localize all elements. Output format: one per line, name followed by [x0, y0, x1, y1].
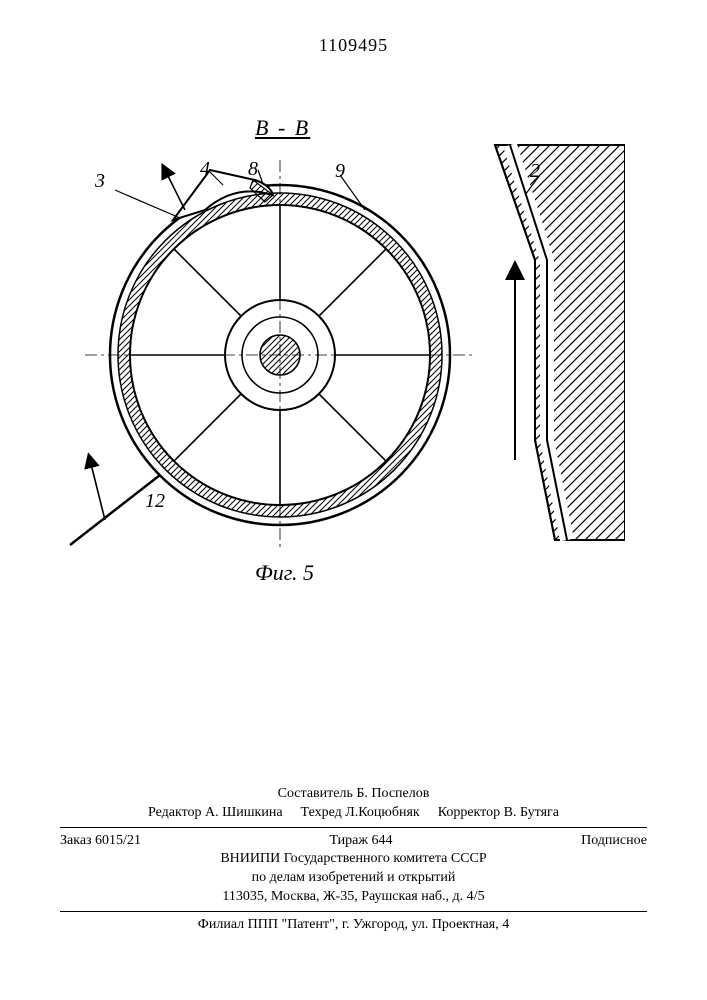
order-number: Заказ 6015/21: [60, 832, 141, 851]
figure-caption: Фиг. 5: [255, 560, 314, 586]
tirazh: Тираж 644: [329, 832, 392, 851]
podpisnoe: Подписное: [581, 832, 647, 851]
address-1: 113035, Москва, Ж-35, Раушская наб., д. …: [60, 888, 647, 907]
compiler: Составитель Б. Поспелов: [278, 785, 430, 804]
techred: Техред Л.Коцюбняк: [301, 804, 420, 823]
divider-1: [60, 827, 647, 828]
patent-number: 1109495: [0, 35, 707, 56]
corrector: Корректор В. Бутяга: [438, 804, 559, 823]
editor: Редактор А. Шишкина: [148, 804, 283, 823]
branch-address: Филиал ППП "Патент", г. Ужгород, ул. Про…: [60, 916, 647, 935]
figure-5-diagram: [55, 140, 625, 560]
section-label: В - В: [255, 115, 310, 141]
wheel: [85, 160, 475, 550]
divider-2: [60, 911, 647, 912]
deflector-12: [70, 460, 160, 545]
colophon-block: Составитель Б. Поспелов Редактор А. Шишк…: [60, 785, 647, 935]
org-line-1: ВНИИПИ Государственного комитета СССР: [60, 850, 647, 869]
org-line-2: по делам изобретений и открытий: [60, 869, 647, 888]
patent-page: 1109495 В - В 3 4 8 9 2 12: [0, 0, 707, 1000]
